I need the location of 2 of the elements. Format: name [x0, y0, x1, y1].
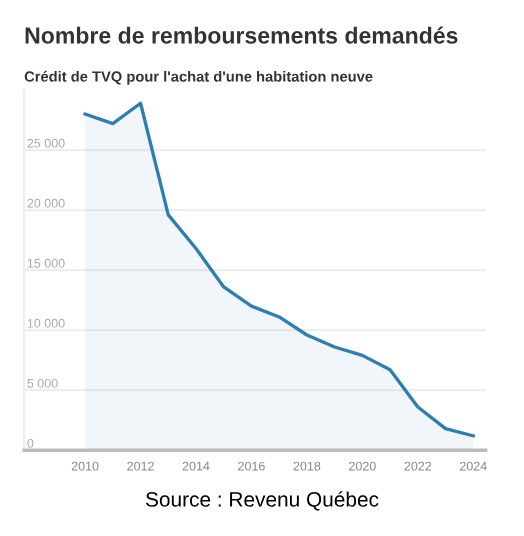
source-note: Source : Revenu Québec: [145, 491, 379, 511]
chart-title: Nombre de remboursements demandés: [25, 26, 458, 44]
